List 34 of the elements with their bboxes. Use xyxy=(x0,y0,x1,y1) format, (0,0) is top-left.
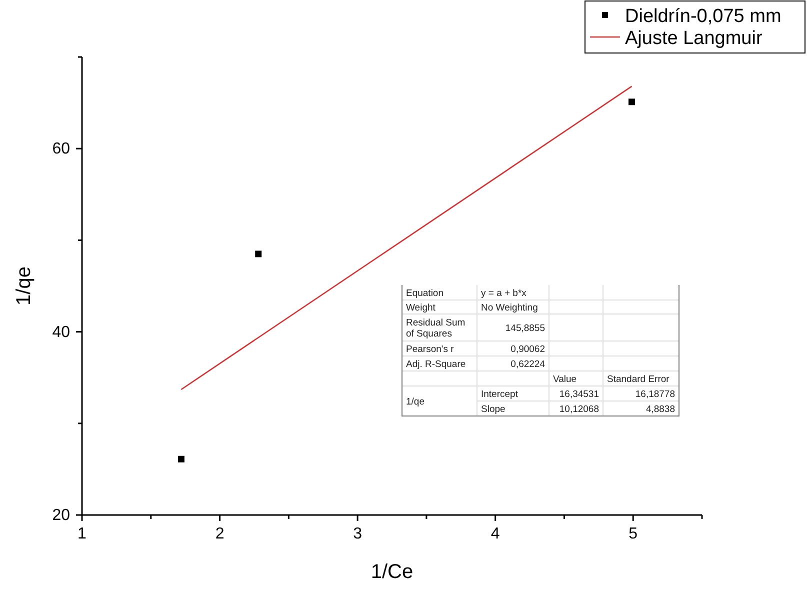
annotation: Value xyxy=(553,374,577,385)
legend-label: Dieldrín-0,075 mm xyxy=(625,6,782,27)
x-tick-label: 4 xyxy=(490,525,500,542)
annotation: y = a + b*x xyxy=(481,288,527,299)
annotation: Equation xyxy=(406,288,444,299)
y-tick-label: 60 xyxy=(52,140,70,158)
annotation: 16,34531 xyxy=(559,389,599,400)
y-axis-title: 1/qe xyxy=(13,266,35,306)
annotation: 10,12068 xyxy=(559,404,599,415)
annotation: 145,8855 xyxy=(505,323,545,334)
annotation: 4,8838 xyxy=(646,404,675,415)
x-tick-label: 5 xyxy=(628,525,638,542)
x-tick-label: 2 xyxy=(215,525,224,542)
annotation: Adj. R-Square xyxy=(406,359,466,370)
point xyxy=(178,456,184,462)
y-tick-label: 40 xyxy=(52,324,70,341)
x-tick-label: 3 xyxy=(353,525,362,542)
x-tick-label: 1 xyxy=(78,525,87,542)
annotation: Residual Sum of Squares xyxy=(406,318,466,340)
annotation: Weight xyxy=(406,302,436,314)
annotation: Pearson's r xyxy=(406,344,454,355)
y-tick-label: 20 xyxy=(52,507,70,524)
annotation: No Weighting xyxy=(481,302,538,314)
annotation: 1/qe xyxy=(406,396,424,408)
point xyxy=(255,250,262,258)
annotation: Slope xyxy=(481,404,506,415)
annotation: 0,90062 xyxy=(510,344,545,355)
annotation: 0,62224 xyxy=(510,359,545,370)
annotation: Intercept xyxy=(481,389,518,400)
legend-label: Ajuste Langmuir xyxy=(625,28,763,49)
annotation: Standard Error xyxy=(607,374,670,385)
annotation: 16,18778 xyxy=(635,389,675,400)
x-axis-title: 1/Ce xyxy=(370,561,414,583)
point xyxy=(628,98,635,106)
